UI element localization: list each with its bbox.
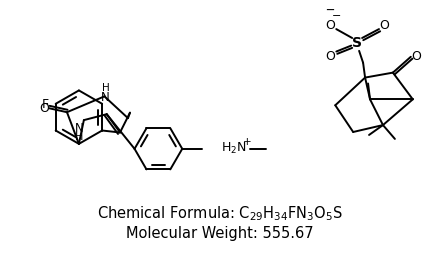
- Text: O: O: [325, 50, 335, 63]
- Text: ‾: ‾: [326, 10, 333, 24]
- Text: Molecular Weight: 555.67: Molecular Weight: 555.67: [126, 226, 314, 241]
- Text: O: O: [411, 50, 421, 63]
- Text: O: O: [379, 19, 389, 32]
- Text: H$_2$N: H$_2$N: [221, 141, 247, 156]
- Text: Chemical Formula: C$_{29}$H$_{34}$FN$_{3}$O$_{5}$S: Chemical Formula: C$_{29}$H$_{34}$FN$_{3…: [97, 205, 343, 223]
- Text: H: H: [101, 84, 109, 94]
- Text: O: O: [39, 102, 49, 115]
- Text: +: +: [243, 137, 251, 147]
- Text: N: N: [101, 91, 110, 104]
- Text: H: H: [75, 132, 83, 142]
- Text: −: −: [332, 11, 341, 21]
- Text: S: S: [352, 36, 362, 50]
- Text: O: O: [325, 19, 335, 32]
- Text: N: N: [75, 122, 83, 134]
- Text: F: F: [42, 98, 49, 111]
